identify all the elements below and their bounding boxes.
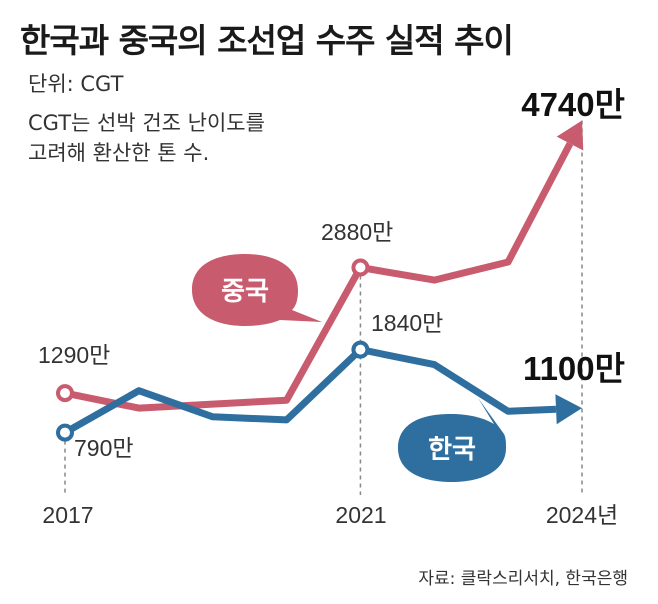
legend-label-korea: 한국: [428, 435, 476, 465]
label-korea-2024: 1100만: [523, 350, 625, 387]
legend-bubble-china: 중국: [192, 254, 322, 326]
legend-bubble-korea: 한국: [398, 398, 506, 482]
label-china-2017: 1290만: [38, 342, 110, 368]
source-note: 자료: 클락스리서치, 한국은행: [418, 569, 628, 589]
legend-label-china: 중국: [221, 277, 269, 307]
label-korea-2017: 790만: [74, 435, 134, 461]
series-line-china: [64, 141, 574, 412]
point-korea-2021: [351, 340, 370, 359]
point-korea-2017: [56, 423, 74, 442]
note-line-2: 고려해 환산한 톤 수.: [28, 141, 210, 165]
x-tick-2021: 2021: [335, 502, 386, 528]
point-china-2017: [56, 384, 74, 403]
label-china-2021: 2880만: [321, 219, 393, 245]
x-tick-2024: 2024년: [546, 502, 618, 528]
note-line-1: CGT는 선박 건조 난이도를: [28, 111, 265, 135]
arrowhead-korea: [555, 394, 582, 425]
arrowhead-china: [556, 120, 584, 151]
unit-label: 단위: CGT: [28, 72, 124, 96]
note: CGT는 선박 건조 난이도를 고려해 환산한 톤 수.: [28, 108, 348, 168]
series-line-korea: [63, 346, 557, 436]
point-china-2021: [351, 258, 370, 277]
label-korea-2021: 1840만: [371, 310, 443, 336]
label-china-2024: 4740만: [521, 86, 625, 123]
chart-title: 한국과 중국의 조선업 수주 실적 추이: [20, 21, 514, 60]
x-tick-2017: 2017: [42, 502, 93, 528]
